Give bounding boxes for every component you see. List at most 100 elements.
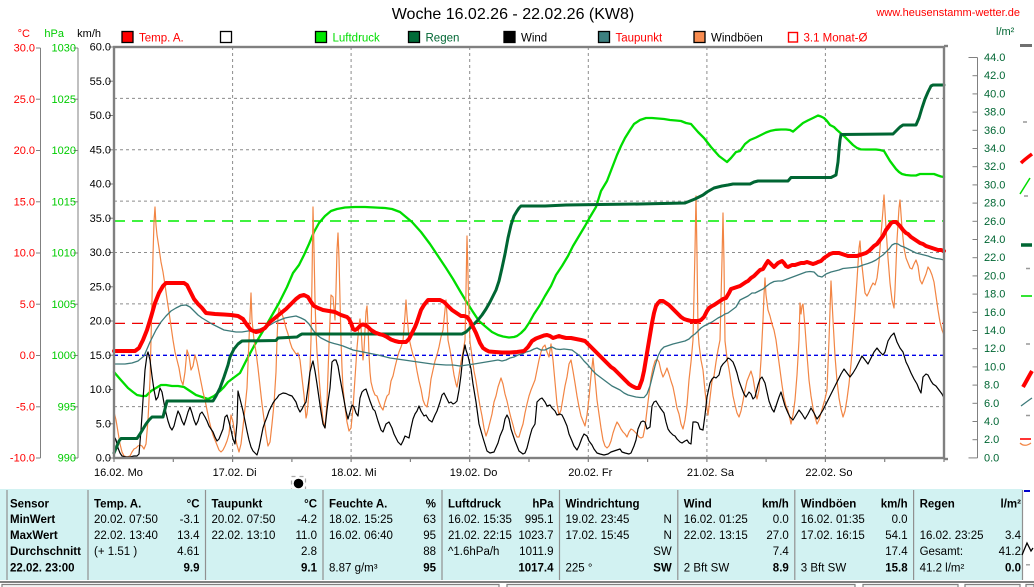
svg-text:24.0: 24.0: [984, 234, 1005, 246]
svg-text:l/m²: l/m²: [996, 26, 1015, 38]
svg-text:Windböen: Windböen: [801, 499, 856, 511]
svg-text:%: %: [426, 499, 436, 511]
svg-text:17.02. Di: 17.02. Di: [213, 467, 257, 479]
svg-text:°C: °C: [18, 28, 30, 40]
svg-text:0.0: 0.0: [773, 514, 789, 526]
svg-text:Taupunkt: Taupunkt: [616, 33, 663, 45]
svg-text:25.0: 25.0: [14, 94, 35, 106]
svg-text:1000: 1000: [52, 350, 76, 362]
svg-text:6.0: 6.0: [984, 398, 999, 410]
svg-text:20.02. Fr: 20.02. Fr: [568, 467, 612, 479]
svg-text:995: 995: [58, 401, 76, 413]
svg-text:15.8: 15.8: [885, 563, 908, 575]
svg-text:0.0: 0.0: [96, 453, 111, 465]
svg-text:40.0: 40.0: [984, 88, 1005, 100]
svg-text:18.0: 18.0: [984, 289, 1005, 301]
svg-text:3 Bft SW: 3 Bft SW: [801, 563, 847, 575]
svg-text:9.1: 9.1: [301, 563, 318, 575]
svg-text:14.0: 14.0: [984, 325, 1005, 337]
svg-text:Wind: Wind: [684, 499, 712, 511]
svg-text:Luftdruck: Luftdruck: [448, 499, 502, 511]
svg-text:26.0: 26.0: [984, 216, 1005, 228]
svg-text:63: 63: [423, 514, 436, 526]
svg-text:54.1: 54.1: [885, 530, 907, 542]
svg-text:995.1: 995.1: [525, 514, 554, 526]
svg-text:Regen: Regen: [426, 33, 460, 45]
svg-text:16.02. 01:25: 16.02. 01:25: [684, 514, 748, 526]
svg-text:Luftdruck: Luftdruck: [333, 33, 381, 45]
svg-text:MaxWert: MaxWert: [10, 530, 58, 542]
svg-text:60.0: 60.0: [90, 42, 111, 54]
svg-text:27.0: 27.0: [766, 530, 788, 542]
svg-text:16.02. 23:25: 16.02. 23:25: [920, 530, 984, 542]
svg-text:35.0: 35.0: [90, 213, 111, 225]
svg-text:^1.6hPa/h: ^1.6hPa/h: [448, 546, 499, 558]
svg-text:16.02. 06:40: 16.02. 06:40: [329, 530, 393, 542]
svg-text:30.0: 30.0: [14, 43, 35, 55]
svg-text:0.0: 0.0: [20, 350, 35, 362]
svg-text:N: N: [663, 514, 671, 526]
svg-text:-4.2: -4.2: [297, 514, 317, 526]
svg-text:32.0: 32.0: [984, 161, 1005, 173]
svg-text:12.0: 12.0: [984, 343, 1005, 355]
svg-text:l/m²: l/m²: [1001, 499, 1022, 511]
svg-text:8.87 g/m³: 8.87 g/m³: [329, 563, 378, 575]
svg-text:55.0: 55.0: [90, 76, 111, 88]
svg-text:20.0: 20.0: [984, 270, 1005, 282]
svg-text:22.02. 13:15: 22.02. 13:15: [684, 530, 748, 542]
svg-text:10.0: 10.0: [984, 361, 1005, 373]
svg-text:19.02. 23:45: 19.02. 23:45: [566, 514, 630, 526]
svg-text:8.9: 8.9: [773, 563, 789, 575]
svg-text:42.0: 42.0: [984, 70, 1005, 82]
svg-text:Gesamt:: Gesamt:: [920, 546, 963, 558]
svg-text:N: N: [663, 530, 671, 542]
svg-text:22.02. 13:10: 22.02. 13:10: [212, 530, 276, 542]
svg-text:Feuchte A.: Feuchte A.: [329, 499, 387, 511]
svg-text:88: 88: [423, 546, 436, 558]
svg-text:Windböen: Windböen: [711, 33, 763, 45]
svg-text:1030: 1030: [52, 43, 76, 55]
svg-text:-10.0: -10.0: [10, 453, 35, 465]
svg-text:SW: SW: [653, 563, 672, 575]
svg-text:4.0: 4.0: [984, 416, 999, 428]
svg-text:16.0: 16.0: [984, 307, 1005, 319]
svg-text:18.02. Mi: 18.02. Mi: [331, 467, 376, 479]
svg-text:15.0: 15.0: [90, 350, 111, 362]
svg-text:hPa: hPa: [532, 499, 554, 511]
svg-text:Temp. A.: Temp. A.: [94, 499, 141, 511]
svg-text:22.02. 23:00: 22.02. 23:00: [10, 563, 75, 575]
svg-text:Temp. A.: Temp. A.: [139, 33, 184, 45]
svg-text:1023.7: 1023.7: [518, 530, 553, 542]
svg-text:°C: °C: [304, 499, 317, 511]
svg-text:95: 95: [423, 563, 436, 575]
svg-text:-5.0: -5.0: [16, 401, 35, 413]
svg-text:21.02. Sa: 21.02. Sa: [687, 467, 735, 479]
svg-text:41.2 l/m²: 41.2 l/m²: [920, 563, 965, 575]
svg-text:Wind: Wind: [521, 33, 547, 45]
svg-text:-3.1: -3.1: [180, 514, 200, 526]
svg-text:Sensor: Sensor: [10, 499, 50, 511]
svg-text:25.0: 25.0: [90, 281, 111, 293]
svg-text:990: 990: [58, 453, 76, 465]
svg-text:km/h: km/h: [762, 499, 789, 511]
svg-text:Durchschnitt: Durchschnitt: [10, 546, 81, 558]
svg-text:19.02. Do: 19.02. Do: [450, 467, 498, 479]
svg-text:3.1 Monat-Ø: 3.1 Monat-Ø: [804, 33, 868, 45]
svg-text:20.0: 20.0: [90, 316, 111, 328]
svg-text:Taupunkt: Taupunkt: [212, 499, 263, 511]
svg-text:225 °: 225 °: [566, 563, 593, 575]
svg-text:28.0: 28.0: [984, 198, 1005, 210]
svg-text:2 Bft SW: 2 Bft SW: [684, 563, 730, 575]
svg-text:9.9: 9.9: [184, 563, 200, 575]
svg-text:°C: °C: [187, 499, 200, 511]
svg-text:0.0: 0.0: [984, 452, 999, 464]
svg-text:13.4: 13.4: [177, 530, 200, 542]
svg-text:22.02. 13:40: 22.02. 13:40: [94, 530, 158, 542]
svg-text:1011.9: 1011.9: [519, 546, 553, 558]
svg-text:16.02. Mo: 16.02. Mo: [94, 467, 143, 479]
svg-text:km/h: km/h: [881, 499, 908, 511]
svg-text:1025: 1025: [52, 94, 76, 106]
svg-text:15.0: 15.0: [14, 196, 35, 208]
svg-text:41.2: 41.2: [999, 546, 1021, 558]
svg-text:50.0: 50.0: [90, 110, 111, 122]
